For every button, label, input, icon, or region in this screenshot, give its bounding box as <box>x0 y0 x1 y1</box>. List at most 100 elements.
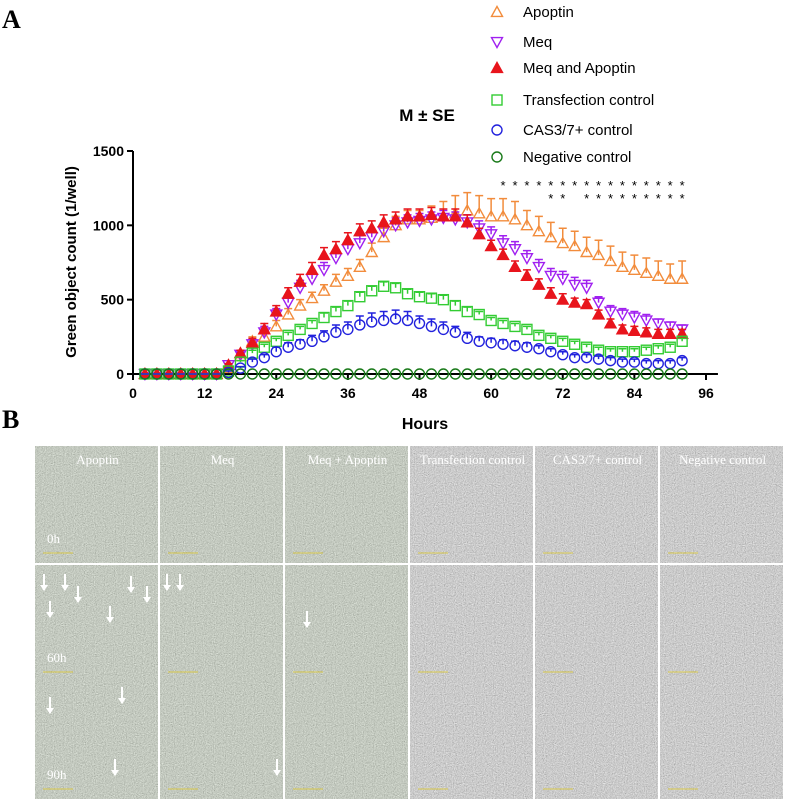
error-bar <box>534 215 543 232</box>
legend-item: Meq <box>490 34 552 51</box>
x-axis-label: Hours <box>402 416 448 433</box>
marker <box>485 337 497 349</box>
column-label: Negative control <box>679 452 766 467</box>
marker <box>437 368 450 380</box>
marker <box>604 346 617 358</box>
marker <box>257 322 272 335</box>
micrograph <box>160 682 283 799</box>
y-tick-label: 0 <box>116 366 124 382</box>
panel-label: A <box>2 5 21 34</box>
error-bar <box>284 331 293 336</box>
marker <box>330 368 342 380</box>
marker <box>365 221 379 234</box>
legend-label: Meq <box>523 34 552 51</box>
marker <box>186 368 199 380</box>
marker <box>545 368 557 380</box>
green-tint <box>285 565 408 682</box>
significance-mark: * <box>536 178 541 193</box>
marker <box>592 344 605 356</box>
marker <box>491 151 503 163</box>
marker <box>139 368 151 380</box>
marker <box>651 318 665 331</box>
legend-item: Meq and Apoptin <box>490 60 636 77</box>
marker <box>651 268 665 281</box>
significance-mark: * <box>668 191 673 206</box>
marker <box>245 335 260 348</box>
legend-item: Transfection control <box>491 92 654 109</box>
marker <box>294 338 306 350</box>
column-label: Meq <box>211 452 235 467</box>
marker <box>545 332 557 345</box>
green-tint <box>285 446 408 563</box>
x-tick-label: 72 <box>555 385 571 401</box>
x-tick-label: 12 <box>197 385 213 401</box>
error-bar <box>343 300 352 306</box>
series <box>139 309 688 380</box>
column-label: Meq + Apoptin <box>308 452 388 467</box>
marker <box>652 368 664 380</box>
marker <box>258 368 271 380</box>
green-tint <box>160 682 283 799</box>
error-bar <box>642 346 651 351</box>
error-bar <box>618 358 627 363</box>
marker <box>603 316 618 329</box>
marker <box>198 368 211 380</box>
marker <box>676 335 688 347</box>
micrograph <box>35 682 158 799</box>
row-label: 90h <box>47 767 67 782</box>
marker <box>652 343 664 355</box>
marker <box>294 323 306 336</box>
legend-item: CAS3/7+ control <box>491 122 633 139</box>
marker <box>604 354 617 367</box>
significance-mark: * <box>656 178 661 193</box>
x-tick-label: 96 <box>698 385 714 401</box>
marker <box>592 353 605 365</box>
marker <box>353 224 367 237</box>
marker <box>449 326 462 339</box>
marker <box>496 238 510 251</box>
error-bar <box>546 334 555 339</box>
error-bar <box>487 197 496 217</box>
marker <box>282 329 294 342</box>
marker <box>317 283 331 296</box>
marker <box>592 368 605 380</box>
marker <box>330 305 342 318</box>
marker <box>615 260 630 273</box>
error-bar <box>654 260 663 276</box>
error-bar <box>260 353 269 358</box>
marker <box>521 368 533 380</box>
marker <box>305 262 319 276</box>
image-grid: 0h 60h 90h Apoptin Meq Meq + Apoptin Transfect… <box>35 446 783 799</box>
y-tick-label: 1500 <box>93 143 124 159</box>
marker <box>616 356 629 368</box>
marker <box>437 293 450 306</box>
marker <box>497 368 509 380</box>
marker <box>639 265 654 279</box>
error-bar <box>654 345 663 349</box>
marker <box>490 61 504 74</box>
marker <box>497 317 509 330</box>
micrograph <box>660 682 783 799</box>
marker <box>151 368 163 380</box>
green-tint <box>160 446 283 563</box>
marker <box>413 317 426 330</box>
error-bar <box>582 353 591 358</box>
marker <box>401 314 414 327</box>
marker <box>258 351 271 364</box>
error-bar <box>558 337 567 342</box>
green-tint <box>285 682 408 799</box>
micrograph <box>660 565 783 682</box>
marker <box>424 207 439 221</box>
legend-label: Meq and Apoptin <box>523 60 636 77</box>
error-bar <box>427 318 436 327</box>
error-bar <box>678 337 687 342</box>
error-bar <box>355 291 364 297</box>
marker <box>627 262 642 276</box>
marker <box>365 245 379 258</box>
marker <box>580 351 593 364</box>
marker <box>676 354 688 367</box>
marker <box>376 215 391 228</box>
marker <box>556 236 570 249</box>
error-bar <box>594 355 603 360</box>
error-bar <box>666 263 675 279</box>
